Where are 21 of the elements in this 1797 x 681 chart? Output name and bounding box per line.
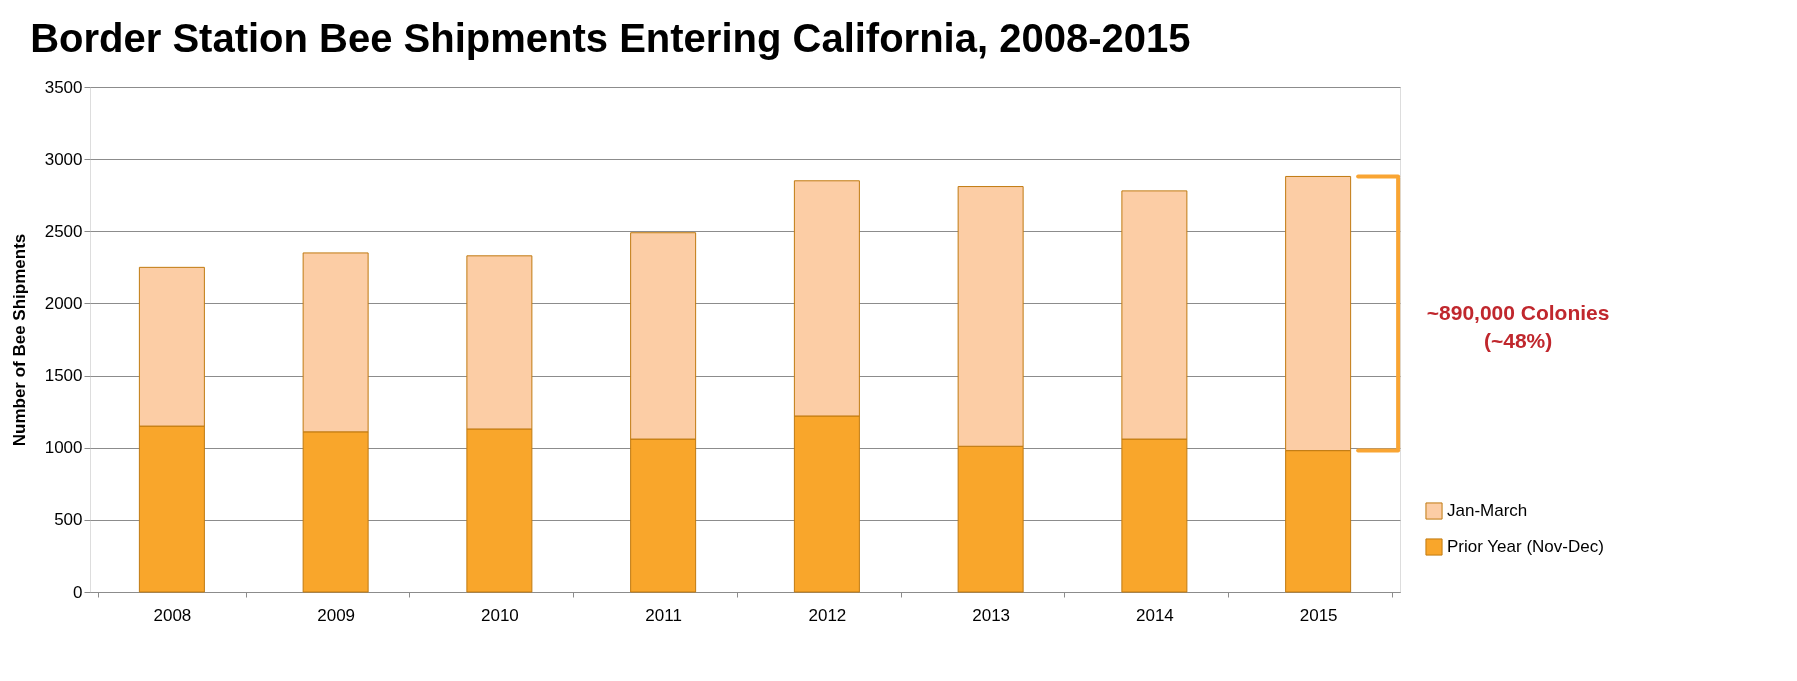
y-tick-label: 500 bbox=[54, 510, 83, 530]
legend-label: Jan-March bbox=[1447, 501, 1528, 520]
x-tick-label: 2008 bbox=[153, 605, 192, 625]
y-tick-label: 1000 bbox=[44, 438, 83, 458]
x-tick-label: 2010 bbox=[480, 605, 519, 625]
x-tick-label: 2014 bbox=[1135, 605, 1174, 625]
y-tick-label: 3000 bbox=[44, 149, 83, 169]
x-tick-label: 2015 bbox=[1299, 605, 1338, 625]
y-axis-title: Number of Bee Shipments bbox=[9, 233, 29, 447]
y-tick-label: 2500 bbox=[44, 221, 83, 241]
x-tick-label: 2013 bbox=[972, 605, 1011, 625]
y-tick-label: 3500 bbox=[44, 77, 83, 97]
y-tick-label: 0 bbox=[73, 582, 83, 602]
x-tick-label: 2011 bbox=[645, 605, 682, 625]
text: ~890,000 Colonies (~48%) bbox=[1426, 300, 1610, 352]
y-tick-label: 2000 bbox=[44, 293, 83, 313]
x-tick-label: 2012 bbox=[808, 605, 847, 625]
x-tick-label: 2009 bbox=[317, 605, 356, 625]
legend-label: Prior Year (Nov-Dec) bbox=[1447, 537, 1604, 556]
chart-title: Border Station Bee Shipments Entering California, 2008-2015 bbox=[30, 16, 1191, 60]
y-tick-label: 1500 bbox=[44, 366, 83, 386]
